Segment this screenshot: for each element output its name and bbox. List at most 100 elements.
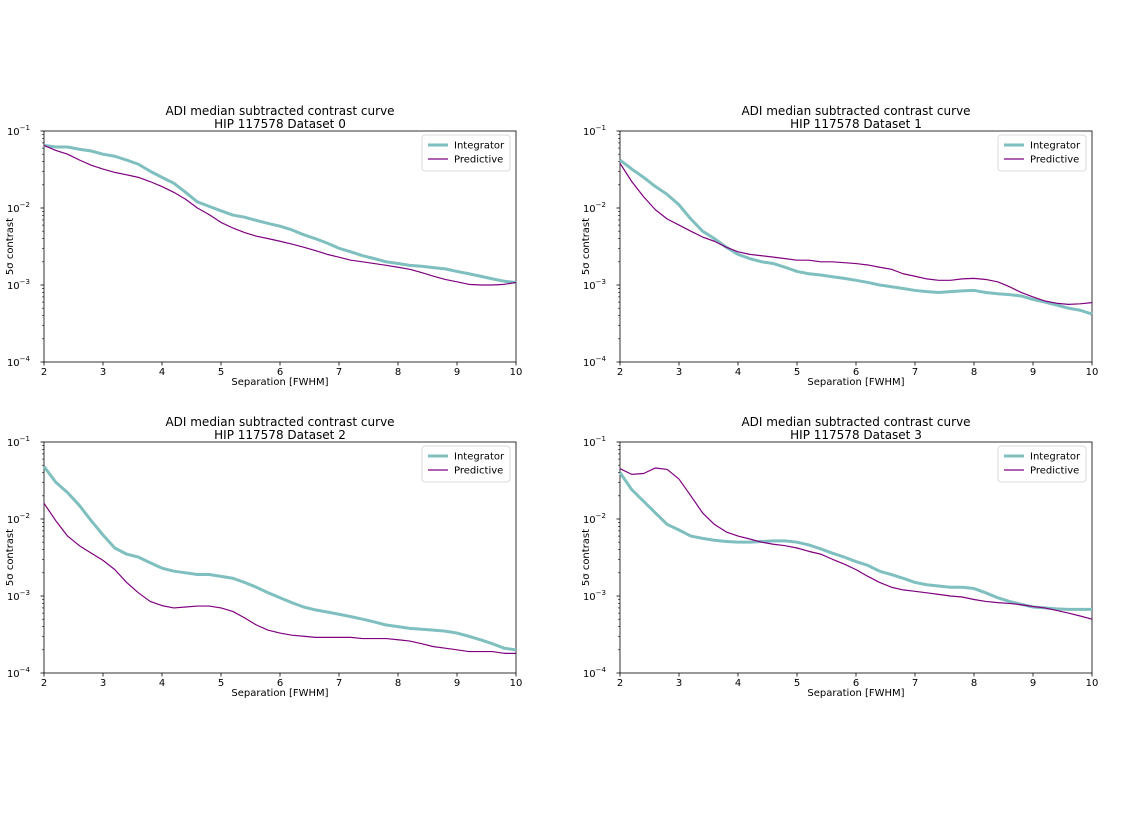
- y-tick-base: 10: [7, 515, 20, 526]
- x-tick-label: 8: [395, 678, 401, 689]
- x-tick-label: 6: [853, 367, 859, 378]
- y-tick-label: 10−1: [583, 124, 606, 138]
- x-tick-label: 2: [617, 367, 623, 378]
- y-tick-label: 10−4: [583, 355, 607, 369]
- x-tick-label: 7: [336, 678, 342, 689]
- series-line-integrator: [42, 465, 517, 652]
- x-axis-label: Separation [FWHM]: [231, 377, 328, 388]
- y-tick-base: 10: [583, 592, 596, 603]
- x-tick-label: 8: [395, 367, 401, 378]
- x-tick-label: 9: [1030, 678, 1036, 689]
- legend-label-integrator: Integrator: [1030, 141, 1081, 152]
- chart-subtitle: HIP 117578 Dataset 1: [790, 117, 922, 131]
- legend-label-integrator: Integrator: [1030, 452, 1081, 463]
- chart-subtitle: HIP 117578 Dataset 3: [790, 428, 922, 442]
- x-tick-label: 5: [794, 367, 800, 378]
- y-tick-label: 10−1: [583, 435, 606, 449]
- y-tick-label: 10−2: [7, 512, 30, 526]
- chart-title: ADI median subtracted contrast curve: [165, 104, 394, 118]
- x-tick-label: 9: [454, 678, 460, 689]
- series-line-predictive: [43, 144, 517, 286]
- legend: Integrator Predictive: [421, 134, 511, 172]
- y-tick-label: 10−4: [7, 355, 31, 369]
- chart-panel-2: ADI median subtracted contrast curveHIP …: [5, 415, 522, 699]
- y-tick-base: 10: [7, 438, 20, 449]
- x-tick-label: 2: [617, 678, 623, 689]
- y-tick-base: 10: [583, 438, 596, 449]
- y-tick-exponent: −3: [20, 589, 30, 597]
- y-tick-base: 10: [583, 204, 596, 215]
- y-tick-exponent: −4: [596, 355, 607, 363]
- series-line-predictive: [619, 467, 1093, 620]
- y-tick-exponent: −2: [596, 512, 606, 520]
- chart-subtitle: HIP 117578 Dataset 0: [214, 117, 346, 131]
- y-tick-base: 10: [7, 358, 20, 369]
- y-tick-label: 10−3: [583, 589, 606, 603]
- x-tick-label: 7: [912, 678, 918, 689]
- x-tick-label: 9: [1030, 367, 1036, 378]
- x-tick-label: 6: [277, 678, 283, 689]
- y-tick-exponent: −3: [20, 278, 30, 286]
- y-tick-base: 10: [7, 204, 20, 215]
- y-tick-exponent: −4: [596, 666, 607, 674]
- chart-panel-3: ADI median subtracted contrast curveHIP …: [581, 415, 1098, 699]
- y-tick-label: 10−3: [583, 278, 606, 292]
- y-tick-base: 10: [583, 669, 596, 680]
- y-tick-exponent: −1: [20, 435, 30, 443]
- y-tick-base: 10: [7, 281, 20, 292]
- chart-subtitle: HIP 117578 Dataset 2: [214, 428, 346, 442]
- y-axis-label: 5σ contrast: [5, 218, 16, 275]
- series-line-predictive: [619, 163, 1093, 305]
- y-tick-exponent: −1: [20, 124, 30, 132]
- y-tick-label: 10−1: [7, 435, 30, 449]
- y-tick-label: 10−2: [583, 201, 606, 215]
- legend-label-predictive: Predictive: [1030, 155, 1079, 166]
- y-tick-exponent: −1: [596, 435, 606, 443]
- chart-panel-1: ADI median subtracted contrast curveHIP …: [581, 104, 1098, 388]
- y-tick-exponent: −3: [596, 589, 606, 597]
- y-axis-label: 5σ contrast: [581, 529, 592, 586]
- legend-label-integrator: Integrator: [454, 141, 505, 152]
- x-axis-label: Separation [FWHM]: [807, 688, 904, 699]
- x-tick-label: 6: [853, 678, 859, 689]
- x-tick-label: 3: [100, 367, 106, 378]
- y-axis-label: 5σ contrast: [5, 529, 16, 586]
- legend-label-predictive: Predictive: [1030, 466, 1079, 477]
- legend: Integrator Predictive: [421, 445, 511, 483]
- y-tick-label: 10−4: [583, 666, 607, 680]
- y-tick-exponent: −4: [20, 666, 31, 674]
- y-tick-exponent: −2: [20, 201, 30, 209]
- x-tick-label: 7: [336, 367, 342, 378]
- chart-title: ADI median subtracted contrast curve: [741, 104, 970, 118]
- x-tick-label: 8: [971, 367, 977, 378]
- chart-title: ADI median subtracted contrast curve: [165, 415, 394, 429]
- x-tick-label: 10: [510, 678, 523, 689]
- x-tick-label: 7: [912, 367, 918, 378]
- x-axis-label: Separation [FWHM]: [807, 377, 904, 388]
- y-tick-exponent: −2: [20, 512, 30, 520]
- y-tick-label: 10−1: [7, 124, 30, 138]
- series-line-integrator: [43, 143, 517, 284]
- legend-label-predictive: Predictive: [454, 466, 503, 477]
- y-tick-exponent: −4: [20, 355, 31, 363]
- y-tick-label: 10−2: [583, 512, 606, 526]
- x-tick-label: 10: [1086, 678, 1099, 689]
- y-tick-exponent: −1: [596, 124, 606, 132]
- x-axis-label: Separation [FWHM]: [231, 688, 328, 699]
- legend: Integrator Predictive: [997, 445, 1087, 483]
- x-tick-label: 8: [971, 678, 977, 689]
- y-tick-label: 10−4: [7, 666, 31, 680]
- series-line-integrator: [619, 158, 1093, 316]
- chart-title: ADI median subtracted contrast curve: [741, 415, 970, 429]
- x-tick-label: 3: [100, 678, 106, 689]
- x-tick-label: 5: [218, 367, 224, 378]
- y-axis-label: 5σ contrast: [581, 218, 592, 275]
- legend-label-predictive: Predictive: [454, 155, 503, 166]
- legend-label-integrator: Integrator: [454, 452, 505, 463]
- y-tick-label: 10−2: [7, 201, 30, 215]
- x-tick-label: 9: [454, 367, 460, 378]
- y-tick-label: 10−3: [7, 278, 30, 292]
- y-tick-base: 10: [7, 669, 20, 680]
- x-tick-label: 2: [41, 367, 47, 378]
